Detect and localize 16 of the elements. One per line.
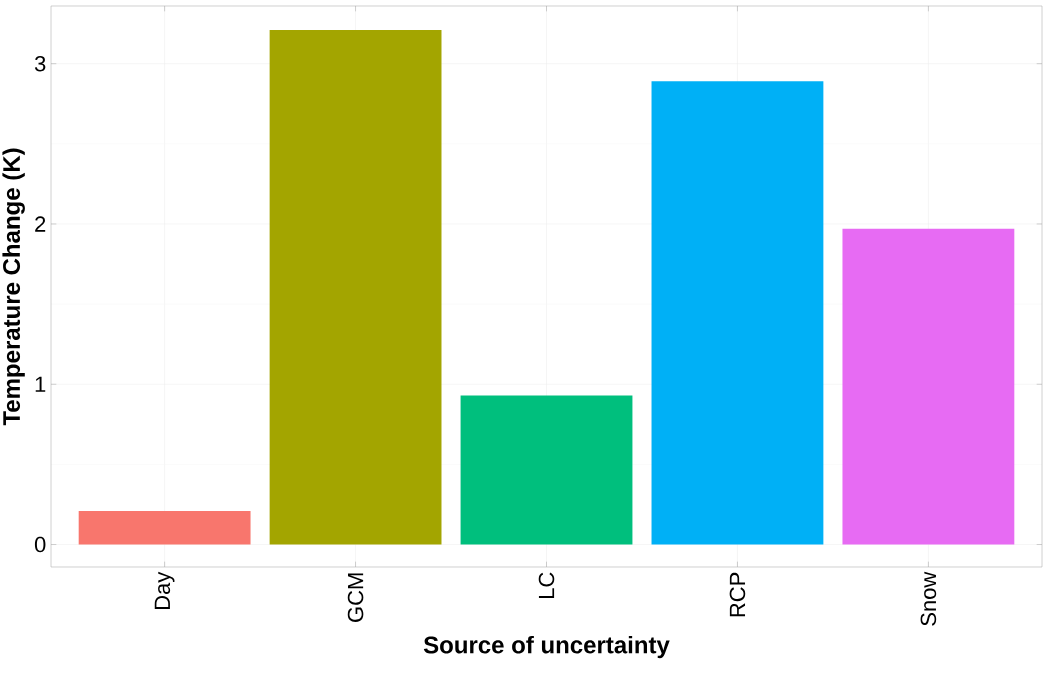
y-tick-label: 3 <box>34 55 46 72</box>
x-tick-label: Day <box>154 571 175 610</box>
bar <box>78 510 251 545</box>
x-tick-label: RCP <box>729 572 746 617</box>
x-tick-label: GCM <box>347 573 364 622</box>
bar <box>460 395 633 545</box>
x-tick-label: LC <box>538 572 555 599</box>
x-tick-label: Snow <box>920 571 937 626</box>
bar <box>269 30 442 545</box>
y-tick-label: 2 <box>35 216 46 232</box>
bar <box>651 81 824 545</box>
y-axis-title: Temperature Change (K) <box>2 148 25 426</box>
y-tick-label: 1 <box>35 376 46 392</box>
x-axis-title: Source of uncertainty <box>423 635 670 659</box>
y-tick-label: 0 <box>34 536 46 553</box>
bar <box>842 228 1015 545</box>
